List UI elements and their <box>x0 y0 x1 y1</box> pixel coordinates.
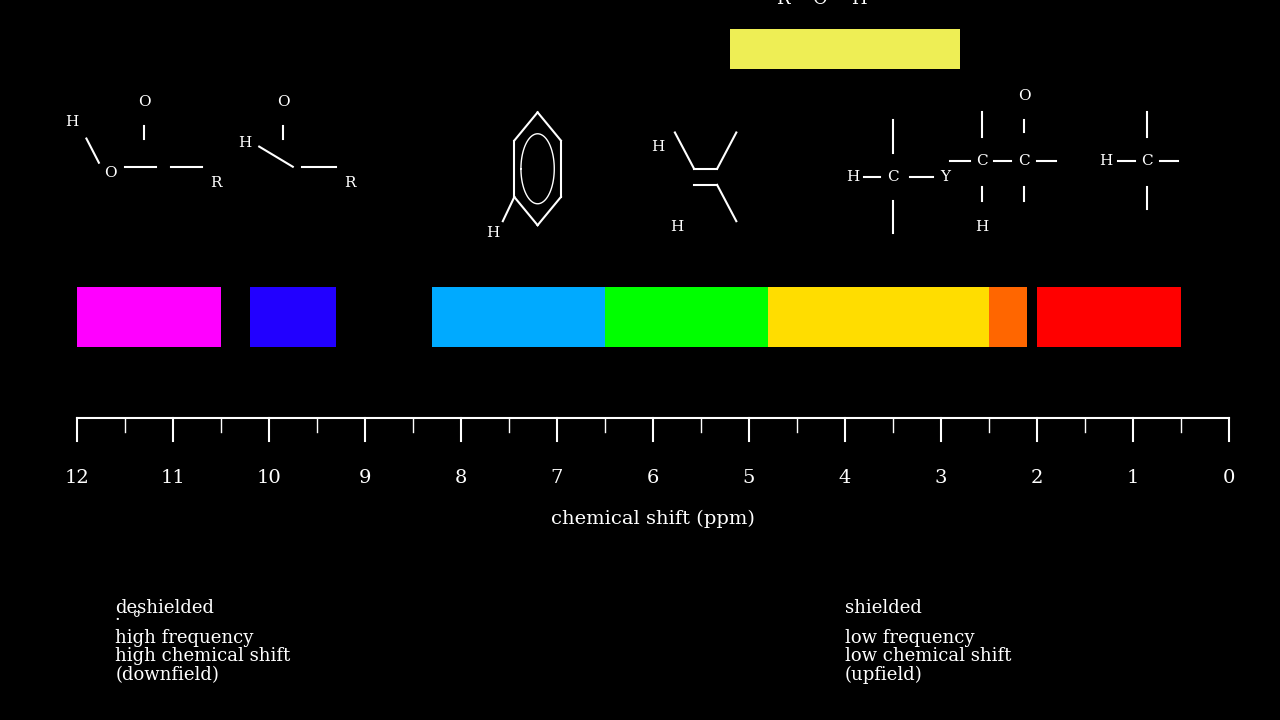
Bar <box>431 287 604 347</box>
Text: H: H <box>486 226 499 240</box>
Text: (downfield): (downfield) <box>115 665 219 684</box>
Text: C: C <box>1019 153 1030 168</box>
Bar <box>1037 287 1180 347</box>
Text: ·  °: · ° <box>115 611 142 629</box>
Bar <box>604 287 796 347</box>
Text: R: R <box>776 0 790 8</box>
Text: O: O <box>138 95 150 109</box>
Text: 8: 8 <box>454 469 467 487</box>
Text: H: H <box>671 220 684 234</box>
Text: low frequency: low frequency <box>845 629 974 647</box>
Bar <box>77 287 220 347</box>
Text: H: H <box>846 170 859 184</box>
Text: deshielded: deshielded <box>115 599 214 617</box>
Text: H: H <box>1100 153 1112 168</box>
Text: 4: 4 <box>838 469 851 487</box>
Text: 5: 5 <box>742 469 755 487</box>
Text: H: H <box>65 115 78 130</box>
Text: 9: 9 <box>358 469 371 487</box>
Text: O: O <box>1018 89 1030 103</box>
Text: C: C <box>1142 153 1153 168</box>
Text: 1: 1 <box>1126 469 1139 487</box>
Text: (upfield): (upfield) <box>845 665 923 684</box>
Text: Y: Y <box>941 170 951 184</box>
Text: H: H <box>652 140 664 153</box>
Text: shielded: shielded <box>845 599 922 617</box>
Text: 10: 10 <box>256 469 282 487</box>
Text: low chemical shift: low chemical shift <box>845 647 1011 665</box>
Text: 11: 11 <box>160 469 186 487</box>
Bar <box>250 287 335 347</box>
Bar <box>988 287 1027 347</box>
Bar <box>730 30 960 70</box>
Bar <box>768 287 988 347</box>
Text: high chemical shift: high chemical shift <box>115 647 291 665</box>
Text: C: C <box>977 153 988 168</box>
Text: R: R <box>344 176 356 190</box>
Text: 3: 3 <box>934 469 947 487</box>
Text: high frequency: high frequency <box>115 629 253 647</box>
Text: 12: 12 <box>64 469 90 487</box>
Text: H: H <box>975 220 988 234</box>
Text: C: C <box>887 170 899 184</box>
Text: O: O <box>104 166 116 180</box>
Text: R: R <box>210 176 221 190</box>
Text: chemical shift (ppm): chemical shift (ppm) <box>550 510 755 528</box>
Text: O: O <box>813 0 828 8</box>
Text: 7: 7 <box>550 469 563 487</box>
Text: 2: 2 <box>1030 469 1043 487</box>
Text: 0: 0 <box>1222 469 1235 487</box>
Text: O: O <box>276 95 289 109</box>
Text: H: H <box>851 0 867 8</box>
Text: H: H <box>238 135 251 150</box>
Text: 6: 6 <box>646 469 659 487</box>
